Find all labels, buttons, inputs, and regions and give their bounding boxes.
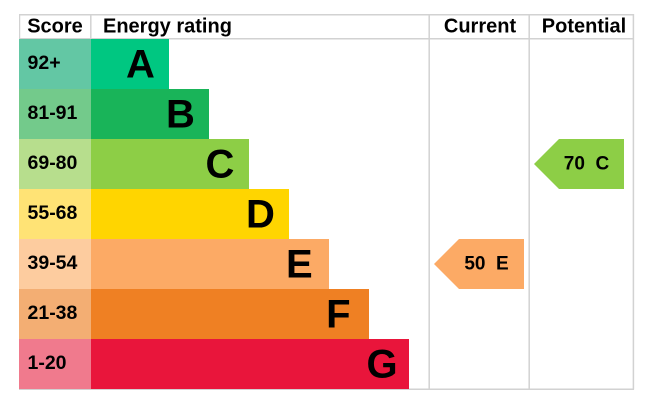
- svg-text:50 E: 50 E: [464, 254, 508, 275]
- svg-text:55-68: 55-68: [28, 202, 78, 224]
- svg-text:1-20: 1-20: [28, 352, 67, 374]
- svg-text:A: A: [126, 43, 155, 87]
- svg-text:B: B: [166, 93, 195, 137]
- svg-text:G: G: [366, 343, 397, 387]
- svg-text:D: D: [246, 193, 275, 237]
- svg-text:F: F: [326, 293, 350, 337]
- svg-text:E: E: [286, 243, 313, 287]
- svg-text:69-80: 69-80: [28, 152, 78, 174]
- svg-text:39-54: 39-54: [28, 252, 78, 274]
- svg-text:C: C: [205, 143, 234, 187]
- svg-text:Score: Score: [27, 16, 83, 38]
- svg-text:70 C: 70 C: [564, 154, 610, 175]
- svg-text:92+: 92+: [28, 52, 61, 74]
- svg-text:81-91: 81-91: [28, 102, 78, 124]
- svg-text:Energy rating: Energy rating: [103, 16, 232, 38]
- svg-text:Current: Current: [444, 16, 517, 38]
- svg-text:21-38: 21-38: [28, 302, 78, 324]
- svg-text:Potential: Potential: [542, 16, 626, 38]
